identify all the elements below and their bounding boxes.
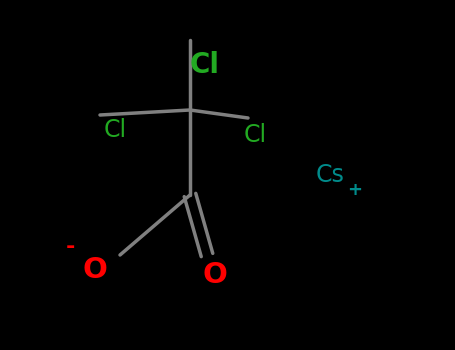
Text: Cl: Cl xyxy=(190,51,220,79)
Text: Cl: Cl xyxy=(103,118,126,142)
Text: Cs: Cs xyxy=(316,163,344,187)
Text: +: + xyxy=(348,181,363,199)
Text: Cl: Cl xyxy=(243,123,267,147)
Text: O: O xyxy=(82,256,107,284)
Text: O: O xyxy=(202,261,228,289)
Text: -: - xyxy=(66,237,75,257)
